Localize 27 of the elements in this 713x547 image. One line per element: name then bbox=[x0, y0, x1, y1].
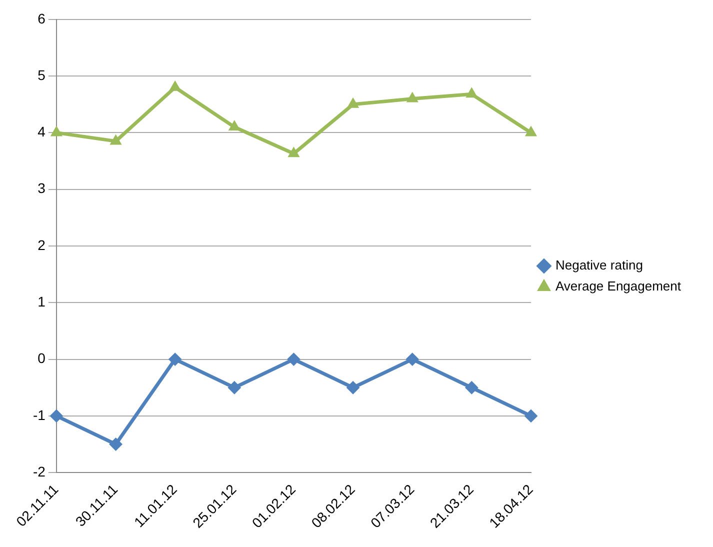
point bbox=[110, 134, 122, 145]
point bbox=[50, 126, 62, 136]
y-tick-label: -2 bbox=[32, 463, 46, 480]
legend-label: Average Engagement bbox=[555, 278, 682, 294]
point bbox=[406, 352, 419, 366]
point bbox=[406, 92, 418, 102]
point bbox=[346, 381, 360, 394]
y-tick-label: 2 bbox=[38, 236, 46, 253]
point bbox=[525, 126, 537, 136]
point bbox=[347, 98, 359, 108]
y-tick-label: 6 bbox=[38, 10, 46, 26]
point bbox=[228, 381, 241, 394]
legend-label: Negative rating bbox=[555, 258, 643, 273]
point bbox=[524, 409, 538, 422]
y-tick-label: 3 bbox=[38, 180, 46, 196]
point bbox=[109, 438, 122, 451]
point bbox=[465, 381, 478, 394]
y-tick-label: 5 bbox=[38, 66, 46, 83]
y-tick-label: 0 bbox=[38, 350, 46, 366]
point bbox=[288, 147, 300, 158]
point bbox=[466, 88, 478, 98]
point bbox=[168, 352, 182, 366]
y-tick-label: 4 bbox=[38, 124, 46, 140]
point bbox=[287, 352, 300, 366]
y-tick-label: 1 bbox=[38, 294, 46, 310]
y-tick-label: -1 bbox=[32, 406, 46, 423]
point bbox=[169, 80, 181, 91]
